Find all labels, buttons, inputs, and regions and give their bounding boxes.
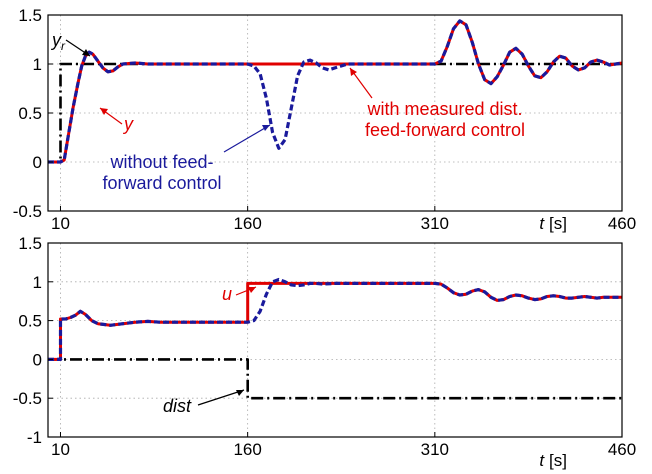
bottom-grid: [48, 242, 623, 438]
bottom-ytick-label--1: -1: [27, 428, 42, 447]
without-ff-label-line1: without feed-: [109, 152, 213, 172]
bottom-ytick-label-1.5: 1.5: [18, 234, 42, 253]
bottom-ytick-label-0.5: 0.5: [18, 312, 42, 331]
top-plot: 10 160 310 460-0.500.511.5 yr y with measur…: [13, 6, 636, 233]
bottom-plot: 10 160 310 460 -1 -0.5 0 0.5 1 1.5 u dist t [s]: [13, 234, 636, 470]
top-ticks: 10 160 310 460 -0.5 0 0.5 1 1.5: [13, 6, 636, 233]
top-ytick-label--0.5: -0.5: [13, 202, 42, 221]
u-arrow-head: [248, 287, 256, 293]
yr-annotation: yr: [50, 30, 66, 53]
top-series: [48, 19, 623, 164]
top-series-with-ff: [48, 19, 623, 164]
without-ff-arrow: [223, 124, 271, 153]
top-ytick-label-1: 1: [33, 55, 42, 74]
bottom-xtick-label-160: 160: [233, 440, 261, 459]
without-ff-label-line2: forward control: [102, 173, 221, 193]
with-ff-arrow-head: [350, 68, 357, 76]
bottom-plot-frame: [47, 242, 623, 438]
with-ff-label-line2: feed-forward control: [365, 120, 525, 140]
bottom-xlabel-var: t: [539, 451, 545, 470]
dist-annotation: dist: [163, 396, 192, 416]
top-xtick-label-160: 160: [233, 214, 261, 233]
top-xtick-label-310: 310: [421, 214, 449, 233]
u-annotation: u: [222, 284, 232, 304]
top-xlabel-var: t: [539, 214, 545, 233]
y-arrow-head: [100, 108, 108, 115]
bottom-series: [48, 277, 622, 400]
bottom-ytick-label-0: 0: [33, 350, 42, 369]
with-ff-label-line1: with measured dist.: [366, 99, 522, 119]
top-xtick-label-10: 10: [51, 214, 70, 233]
yr-letter: y: [50, 30, 62, 50]
bottom-ytick-label-1: 1: [33, 273, 42, 292]
top-xlabel: t [s]: [539, 214, 567, 233]
yr-arrow-head: [82, 49, 90, 56]
without-ff-arrow-head: [262, 125, 270, 131]
bottom-series-dist: [48, 358, 622, 400]
dist-arrow: [197, 389, 245, 406]
bottom-ytick-label--0.5: -0.5: [13, 389, 42, 408]
top-ytick-label-0.5: 0.5: [18, 104, 42, 123]
yr-subscript: r: [61, 39, 66, 53]
top-xlabel-unit: [s]: [549, 214, 567, 233]
y-annotation: y: [122, 114, 134, 134]
top-ytick-label-1.5: 1.5: [18, 6, 42, 25]
bottom-xlabel-unit: [s]: [549, 451, 567, 470]
bottom-series-u-with-ff: [48, 281, 622, 361]
bottom-xtick-label-310: 310: [421, 440, 449, 459]
bottom-series-u-without-ff: [48, 277, 622, 361]
bottom-ticks: 10 160 310 460 -1 -0.5 0 0.5 1 1.5: [13, 234, 636, 459]
bottom-xtick-label-460: 460: [608, 440, 636, 459]
top-ytick-label-0: 0: [33, 153, 42, 172]
bottom-xtick-label-10: 10: [51, 440, 70, 459]
bottom-xlabel: t [s]: [539, 451, 567, 470]
top-xtick-label-460: 460: [608, 214, 636, 233]
dist-arrow-head: [236, 390, 244, 396]
top-series-without-ff: [48, 19, 623, 164]
